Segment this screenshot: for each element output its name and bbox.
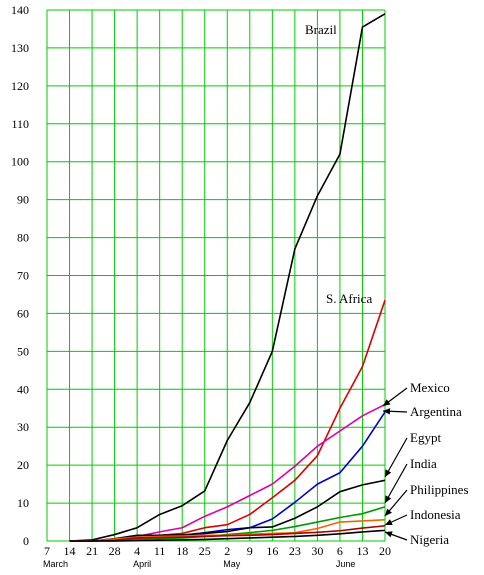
series-labels: Brazil S. Africa Mexico Argentina Egypt India… — [305, 22, 469, 547]
y-tick-label: 110 — [11, 117, 29, 131]
x-tick-label: 7 — [44, 544, 50, 558]
label-s-africa: S. Africa — [326, 291, 372, 306]
x-tick-label: 4 — [134, 544, 140, 558]
x-tick-label: 6 — [337, 544, 343, 558]
month-label-june: June — [336, 559, 356, 569]
y-tick-label: 100 — [11, 155, 29, 169]
label-india: India — [410, 456, 437, 471]
y-tick-label: 80 — [17, 231, 29, 245]
x-tick-label: 23 — [289, 544, 301, 558]
arrowhead-mexico — [383, 399, 391, 406]
y-tick-label: 30 — [17, 420, 29, 434]
y-tick-label: 60 — [17, 306, 29, 320]
x-tick-label: 13 — [356, 544, 368, 558]
arrowhead-egypt — [385, 469, 392, 477]
month-labels: March April May June — [43, 559, 355, 569]
y-axis-ticks: 0 10 20 30 40 50 60 70 80 90 100 110 120 130 140 — [11, 3, 29, 548]
arrowhead-philippines — [385, 508, 392, 516]
month-label-march: March — [43, 559, 68, 569]
x-tick-label: 21 — [86, 544, 98, 558]
x-tick-label: 28 — [109, 544, 121, 558]
y-tick-label: 50 — [17, 344, 29, 358]
label-mexico: Mexico — [410, 380, 450, 395]
x-tick-label: 11 — [154, 544, 166, 558]
y-tick-label: 140 — [11, 3, 29, 17]
series-lines — [69, 13, 386, 542]
label-egypt: Egypt — [410, 430, 441, 445]
x-tick-label: 14 — [64, 544, 76, 558]
arrowhead-india — [385, 495, 392, 503]
y-tick-label: 40 — [17, 382, 29, 396]
x-tick-label: 25 — [199, 544, 211, 558]
y-tick-label: 120 — [11, 79, 29, 93]
arrowhead-indonesia — [385, 519, 393, 526]
label-indonesia: Indonesia — [410, 507, 461, 522]
y-tick-label: 130 — [11, 41, 29, 55]
arrow-egypt — [384, 437, 408, 478]
y-tick-label: 20 — [17, 458, 29, 472]
y-tick-label: 90 — [17, 193, 29, 207]
arrow-india — [384, 463, 408, 504]
x-tick-label: 9 — [247, 544, 253, 558]
label-philippines: Philippines — [410, 482, 469, 497]
y-tick-label: 70 — [17, 269, 29, 283]
grid — [46, 9, 386, 542]
month-label-may: May — [223, 559, 241, 569]
x-tick-label: 2 — [224, 544, 230, 558]
arrowhead-nigeria — [385, 531, 393, 538]
label-brazil: Brazil — [305, 22, 337, 37]
y-tick-label: 10 — [17, 496, 29, 510]
x-tick-label: 20 — [379, 544, 391, 558]
label-nigeria: Nigeria — [410, 532, 449, 547]
label-arrows — [382, 387, 408, 541]
label-argentina: Argentina — [410, 404, 462, 419]
arrowhead-argentina — [383, 408, 391, 415]
x-tick-label: 30 — [311, 544, 323, 558]
x-axis-ticks: 7 14 21 28 4 11 18 25 2 9 16 23 30 6 13 20 — [44, 544, 391, 558]
month-label-april: April — [133, 559, 151, 569]
x-tick-label: 16 — [266, 544, 278, 558]
x-tick-label: 18 — [176, 544, 188, 558]
y-tick-label: 0 — [23, 534, 29, 548]
